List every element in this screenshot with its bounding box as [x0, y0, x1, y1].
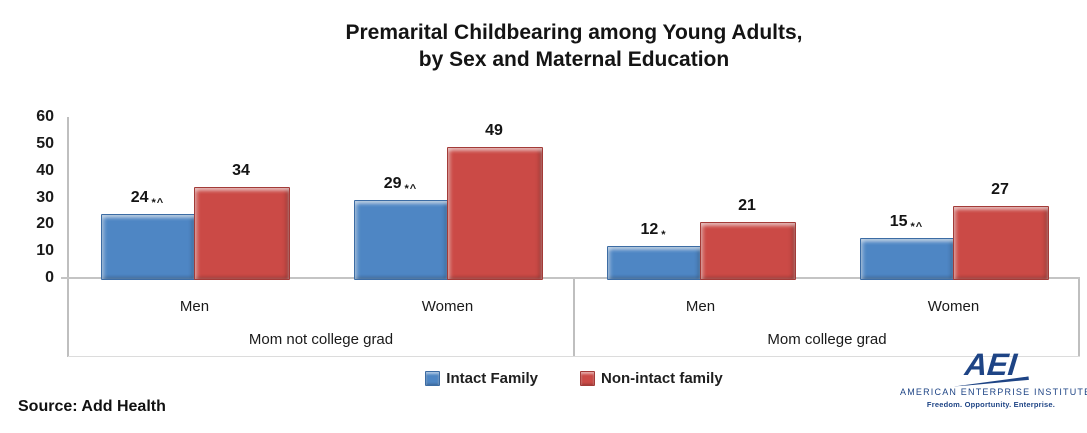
- aei-institute-name: AMERICAN ENTERPRISE INSTITUTE: [900, 387, 1087, 397]
- y-tick-50: 50: [36, 134, 54, 152]
- source-note: Source: Add Health: [18, 398, 166, 415]
- bar-non-intact-family-women-g3: [953, 205, 1049, 280]
- bar-intact-family-men-g2: [607, 245, 702, 280]
- x-group-label-mom-not-college-grad: Mom not college grad: [248, 331, 394, 348]
- significance-marker: *^: [404, 183, 418, 196]
- chart-title: Premarital Childbearing among Young Adul…: [68, 19, 1080, 73]
- y-tick-10: 10: [36, 242, 54, 260]
- legend-swatch-icon: [425, 371, 441, 386]
- legend-label: Non-intact family: [601, 370, 723, 387]
- y-tick-30: 30: [36, 188, 54, 206]
- y-tick-0: 0: [45, 269, 54, 286]
- category-box-bottom-line: [68, 356, 1080, 357]
- chart-legend: Intact Family Non-intact family: [68, 370, 1080, 387]
- bar-value: 12: [640, 220, 659, 238]
- bar-value: 15: [889, 212, 908, 230]
- aei-tagline: Freedom. Opportunity. Enterprise.: [926, 400, 1056, 409]
- significance-marker: *^: [151, 196, 165, 209]
- bar-value-label: 27: [945, 179, 1055, 201]
- bar-value: 34: [232, 161, 250, 179]
- bar-intact-family-women-g3: [860, 237, 955, 280]
- y-tick-60: 60: [36, 108, 54, 125]
- bar-value-label: 24 *^: [93, 187, 203, 209]
- y-axis-line: [67, 117, 69, 357]
- x-group-label-mom-college-grad: Mom college grad: [767, 331, 887, 348]
- x-axis-baseline: [61, 277, 1080, 279]
- bar-intact-family-men-g0: [101, 213, 196, 280]
- bar-value-label: 12 *: [599, 219, 709, 241]
- bar-value-label: 21: [692, 195, 802, 217]
- x-label-women-3: Women: [927, 298, 980, 315]
- bar-non-intact-family-men-g2: [700, 221, 796, 280]
- bar-value: 24: [130, 188, 149, 206]
- bar-value-label: 49: [439, 120, 549, 142]
- aei-wordmark: AEI: [963, 347, 1019, 382]
- bar-non-intact-family-men-g0: [194, 186, 290, 280]
- significance-marker: *: [661, 228, 667, 241]
- bar-value: 21: [738, 196, 756, 214]
- bar-value: 29: [383, 175, 402, 193]
- legend-item-non-intact-family: Non-intact family: [580, 370, 723, 387]
- bar-value: 49: [485, 121, 503, 139]
- x-label-women-1: Women: [421, 298, 474, 315]
- y-tick-20: 20: [36, 215, 54, 233]
- chart-title-line-2: by Sex and Maternal Education: [418, 48, 730, 71]
- significance-marker: *^: [910, 220, 924, 233]
- x-label-men-2: Men: [685, 298, 716, 315]
- group-separator-middle: [573, 279, 575, 357]
- bar-value: 27: [991, 180, 1009, 198]
- legend-item-intact-family: Intact Family: [425, 370, 538, 387]
- bar-value-label: 29 *^: [346, 173, 456, 195]
- bar-intact-family-women-g1: [354, 200, 449, 280]
- bar-value-label: 15 *^: [852, 211, 962, 233]
- aei-logo: AEI AMERICAN ENTERPRISE INSTITUTE Freedo…: [900, 347, 1087, 409]
- chart-title-line-1: Premarital Childbearing among Young Adul…: [345, 21, 803, 44]
- legend-label: Intact Family: [446, 370, 538, 387]
- legend-swatch-icon: [580, 371, 595, 386]
- bar-value-label: 34: [186, 160, 296, 182]
- x-label-men-0: Men: [179, 298, 210, 315]
- bar-non-intact-family-women-g1: [447, 146, 543, 280]
- y-tick-40: 40: [36, 161, 54, 179]
- group-separator-right: [1078, 279, 1080, 357]
